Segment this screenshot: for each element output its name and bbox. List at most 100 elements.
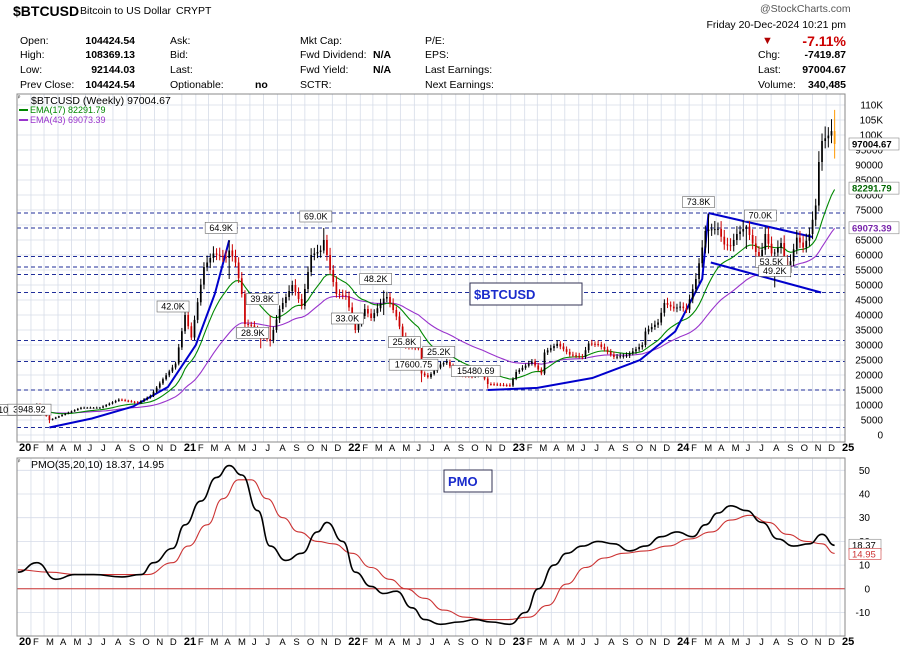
- candle-body: [121, 399, 123, 401]
- candle-body: [795, 237, 798, 250]
- candle-body: [830, 131, 833, 136]
- price-tag-ema43: 69073.39: [852, 223, 892, 234]
- pmo-x-tick-label: J: [416, 637, 421, 648]
- candle-body: [80, 407, 82, 409]
- candle-body: [833, 131, 836, 144]
- pmo-x-tick-label: A: [279, 637, 286, 648]
- price-x-tick-label: 25: [842, 442, 854, 454]
- candle-body: [190, 326, 193, 338]
- candle-body: [181, 331, 183, 348]
- candle-body: [174, 363, 177, 368]
- price-x-tick-label: N: [485, 443, 492, 454]
- price-tick-label: 90000: [855, 161, 883, 172]
- candle-body: [89, 407, 92, 409]
- price-x-tick-label: D: [170, 443, 177, 454]
- candle-body: [86, 407, 89, 409]
- next-earnings-label: Next Earnings:: [425, 79, 494, 91]
- candle-body: [540, 369, 543, 374]
- candle-body: [313, 253, 316, 255]
- candle-body: [777, 247, 779, 253]
- pmo-tick-label: 40: [859, 490, 871, 501]
- candle-body: [808, 234, 811, 241]
- candle-body: [389, 297, 391, 304]
- price-x-tick-label: J: [265, 443, 270, 454]
- ema17-legend-label: EMA(17) 82291.79: [30, 105, 106, 115]
- pmo-x-tick-label: F: [691, 637, 697, 648]
- candle-body: [426, 375, 429, 378]
- pmo-x-tick-label: 22: [348, 636, 360, 648]
- price-tick-label: 15000: [855, 386, 883, 397]
- pmo-x-tick-label: F: [33, 637, 39, 648]
- price-tick-label: 60000: [855, 251, 883, 262]
- price-x-tick-label: S: [129, 443, 135, 454]
- price-annotation: 73.8K: [687, 197, 711, 207]
- pmo-x-tick-label: M: [704, 637, 712, 648]
- price-x-tick-label: 23: [513, 442, 525, 454]
- symbol-name: Bitcoin to US Dollar: [80, 5, 172, 17]
- candle-body: [701, 247, 704, 264]
- candle-body: [635, 349, 637, 352]
- pmo-x-tick-label: A: [60, 637, 67, 648]
- stockcharts-watermark[interactable]: @StockCharts.com: [760, 3, 851, 15]
- candle-body: [534, 361, 536, 366]
- candle-body: [423, 373, 426, 376]
- price-annotation-box: [388, 358, 439, 371]
- price-annotation-box: [204, 222, 238, 234]
- candle-body: [748, 226, 751, 235]
- price-x-tick-label: J: [759, 443, 764, 454]
- pmo-tick-label: 30: [859, 513, 871, 524]
- time-axes: 20 F M A M J J A S O N D 21 F M A M J J A S O N D 22 F M A M J J A S O N D 2…: [19, 442, 854, 648]
- candle-body: [48, 416, 51, 420]
- price-annotation: 42.0K: [161, 302, 185, 312]
- candle-body: [382, 298, 385, 304]
- parabolic-curve-2021: [49, 240, 231, 429]
- candle-body: [650, 327, 653, 330]
- candle-body: [505, 385, 508, 387]
- candle-body: [108, 403, 111, 405]
- price-tick-label: 45000: [855, 296, 883, 307]
- pmo-x-tick-label: S: [293, 637, 299, 648]
- candle-body: [713, 229, 716, 231]
- candle-body: [222, 255, 224, 257]
- candle-body: [603, 346, 606, 350]
- candle-body: [818, 162, 820, 206]
- price-annotation: 33.0K: [336, 314, 360, 324]
- pmo-value-tag: 18.37: [852, 540, 876, 551]
- price-panel-frame: [16, 93, 846, 443]
- price-annotation: 39.8K: [250, 294, 274, 304]
- candle-body: [417, 347, 420, 349]
- pmo-x-tick-label: A: [553, 637, 560, 648]
- candle-body: [171, 367, 174, 372]
- price-x-tick-label: D: [499, 443, 506, 454]
- price-x-tick-label: M: [704, 443, 712, 454]
- candle-body: [310, 255, 313, 272]
- candle-body: [193, 319, 196, 338]
- candle-body: [322, 240, 325, 251]
- ema43-legend-label: EMA(43) 69073.39: [30, 115, 106, 125]
- fwd-dividend-value: N/A: [373, 49, 392, 61]
- price-x-tick-label: A: [389, 443, 396, 454]
- price-annotation: 15480.69: [457, 366, 495, 376]
- candle-body: [792, 249, 795, 262]
- pmo-x-tick-label: O: [142, 637, 149, 648]
- fwd-yield-value: N/A: [373, 64, 392, 76]
- candle-body: [546, 350, 549, 353]
- candle-body: [401, 326, 404, 337]
- candle-body: [811, 219, 814, 234]
- candle-body: [319, 250, 322, 252]
- candle-body: [512, 378, 514, 386]
- candle-body: [606, 349, 609, 352]
- candle-body: [531, 361, 533, 364]
- price-tick-label: 30000: [855, 341, 883, 352]
- candle-body: [600, 344, 603, 347]
- pmo-panel: -1001020304050ⷬPMO(35,20,10) 18.37, 14.9…: [17, 459, 882, 626]
- price-annotation: 17600.75: [395, 360, 433, 370]
- candle-body: [641, 345, 644, 348]
- price-tick-label: 100K: [860, 131, 884, 142]
- candle-body: [114, 400, 117, 403]
- pmo-x-tick-label: M: [375, 637, 383, 648]
- pmo-x-tick-label: N: [815, 637, 822, 648]
- candle-body: [698, 263, 700, 279]
- price-x-tick-label: O: [471, 443, 478, 454]
